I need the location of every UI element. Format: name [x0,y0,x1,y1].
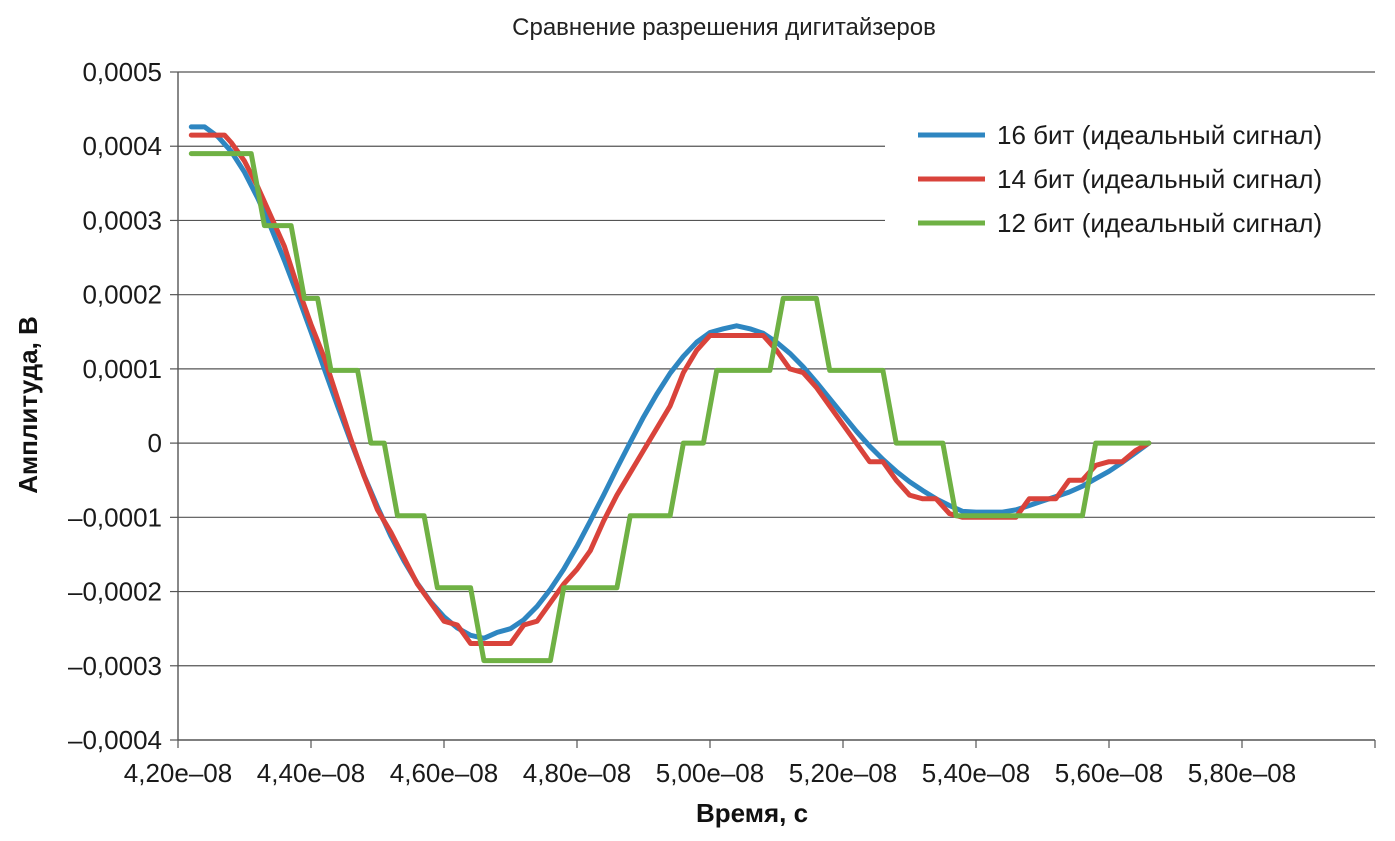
x-tick-label: 4,80e–08 [523,758,631,788]
legend-label-2: 14 бит (идеальный сигнал) [997,164,1322,194]
y-tick-label: –0,0003 [68,651,162,681]
chart-title: Сравнение разрешения дигитайзеров [512,14,936,41]
x-tick-label: 4,20e–08 [124,758,232,788]
y-axis-title: Амплитуда, В [13,316,43,494]
legend-label-1: 16 бит (идеальный сигнал) [997,120,1322,150]
y-tick-label: 0,0001 [82,354,162,384]
x-tick-label: 5,20e–08 [789,758,897,788]
y-tick-label: 0,0002 [82,280,162,310]
x-tick-label: 4,60e–08 [390,758,498,788]
x-tick-label: 5,40e–08 [922,758,1030,788]
x-tick-label: 5,80e–08 [1188,758,1296,788]
series-line-3 [188,151,1152,664]
x-tick-label: 4,40e–08 [257,758,365,788]
x-axis-tick-labels: 4,20e–08 4,40e–08 4,60e–08 4,80e–08 5,00e–08… [124,758,1296,788]
y-tick-label: 0,0005 [82,57,162,87]
x-tick-label: 5,60e–08 [1055,758,1163,788]
y-tick-label: –0,0001 [68,502,162,532]
y-tick-label: 0 [148,428,162,458]
legend-label-3: 12 бит (идеальный сигнал) [997,208,1322,238]
axes [170,71,1376,748]
y-tick-label: –0,0002 [68,577,162,607]
y-tick-label: 0,0004 [82,131,162,161]
y-axis-tick-labels: –0,0004 –0,0003 –0,0002 –0,0001 0 0,0001 0,000… [68,57,162,755]
x-tick-label: 5,00e–08 [656,758,764,788]
series-lines [188,124,1152,664]
y-tick-label: 0,0003 [82,205,162,235]
x-axis-title: Время, с [696,798,808,828]
y-tick-label: –0,0004 [68,725,162,755]
legend: 16 бит (идеальный сигнал) 14 бит (идеальн… [918,120,1322,238]
